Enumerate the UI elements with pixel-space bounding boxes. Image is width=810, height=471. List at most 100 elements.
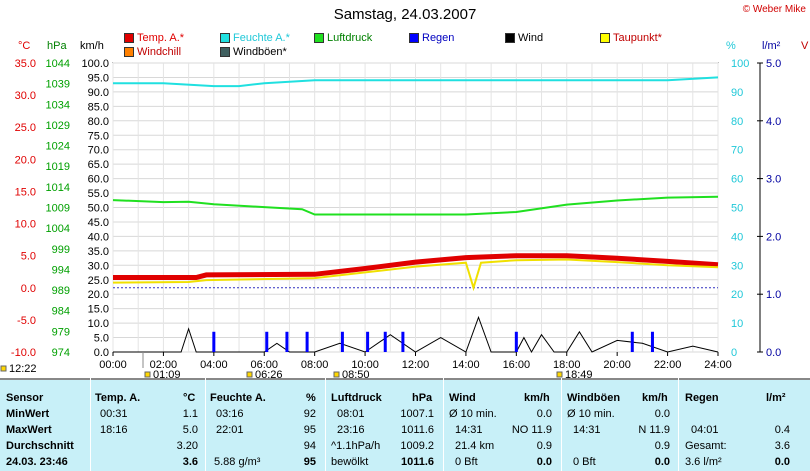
legend-label: Windböen*: [233, 46, 287, 58]
rain-bar: [340, 331, 344, 352]
temp-unit-cell: °C: [183, 392, 196, 404]
chart-series: [112, 76, 719, 354]
wind-max-time: 14:31: [455, 424, 483, 436]
wind-mean: 0.9: [536, 440, 552, 452]
wind-tick: 0.0: [94, 347, 109, 359]
hum-now: 95: [303, 456, 316, 468]
legend-wind: Wind: [505, 32, 543, 44]
humidity-tick: 100: [731, 58, 749, 70]
temp-max-time: 18:16: [100, 424, 128, 436]
marker-icon: [246, 371, 253, 378]
gust-avg-label: Ø 10 min.: [567, 408, 615, 420]
time-markers: 12:22 01:09 06:26 08:50 18:49: [0, 352, 593, 378]
legend-label: Taupunkt*: [613, 32, 662, 44]
hum-unit-cell: %: [306, 392, 316, 404]
rain-bar: [285, 331, 289, 352]
marker-label: 18:49: [565, 369, 593, 378]
press-max: 1011.6: [401, 424, 434, 436]
legend-label: Regen: [422, 32, 455, 44]
gust-header: Windböen: [567, 392, 621, 404]
temp-tick: 10.0: [15, 219, 36, 231]
legend-label: Windchill: [137, 46, 182, 58]
marker-icon: [556, 371, 563, 378]
pressure-tick: 1014: [46, 182, 70, 194]
x-tick: 20:00: [603, 359, 631, 371]
legend-swatch: [220, 47, 230, 57]
x-tick: 24:00: [704, 359, 732, 371]
temp-now: 3.6: [182, 456, 198, 468]
wind-tick: 70.0: [88, 145, 109, 157]
gust-bft: 0 Bft: [573, 456, 596, 468]
pressure-tick: 1029: [46, 120, 70, 132]
legend-swatch: [505, 33, 515, 43]
legend-swatch: [600, 33, 610, 43]
wind-tick: 75.0: [88, 130, 109, 142]
pressure-tick: 979: [52, 326, 70, 338]
gust-now: 0.0: [654, 456, 670, 468]
x-tick: 06:00: [250, 359, 278, 371]
wind-tick: 55.0: [88, 188, 109, 200]
row-label: Sensor: [6, 392, 44, 404]
x-tick: 12:00: [402, 359, 430, 371]
legend-windchill: Windchill: [124, 46, 181, 58]
right-unit: V: [801, 40, 809, 52]
hum-min: 92: [303, 408, 316, 420]
humidity-tick: 30: [731, 260, 743, 272]
press-min: 1007.1: [400, 408, 434, 420]
temp-tick: -5.0: [17, 315, 36, 327]
row-label: Durchschnitt: [6, 440, 74, 452]
wind-header: Wind: [449, 392, 476, 404]
x-tick: 18:00: [553, 359, 581, 371]
wind-tick: 20.0: [88, 289, 109, 301]
grid: [112, 62, 719, 353]
series-taupunkt: [112, 258, 719, 292]
wind-tick: 85.0: [88, 101, 109, 113]
col-divider: [205, 378, 206, 471]
x-tick: 22:00: [654, 359, 682, 371]
press-min-time: 08:01: [337, 408, 365, 420]
marker-label: 08:50: [342, 369, 370, 378]
legend-swatch: [220, 33, 230, 43]
pressure-tick: 984: [52, 306, 70, 318]
temp-header: Temp. A.: [95, 392, 141, 404]
hum-header: Feuchte A.: [210, 392, 266, 404]
temp-max: 5.0: [182, 424, 198, 436]
temp-min-time: 00:31: [100, 408, 128, 420]
x-tick: 10:00: [351, 359, 379, 371]
pressure-tick: 1019: [46, 161, 70, 173]
humidity-tick: 10: [731, 318, 743, 330]
wind-tick: 40.0: [88, 231, 109, 243]
temp-tick: 25.0: [15, 122, 36, 134]
rain-bar: [514, 331, 518, 352]
wind-tick: 80.0: [88, 116, 109, 128]
rain-tick: 2.0: [766, 231, 781, 243]
wind-tick: 30.0: [88, 260, 109, 272]
rain-bar: [265, 331, 269, 352]
legend-label: Feuchte A.*: [233, 32, 290, 44]
press-header: Luftdruck: [331, 392, 382, 404]
row-label: 24.03. 23:46: [6, 456, 68, 468]
col-divider: [325, 378, 326, 471]
hum-max: 95: [303, 424, 316, 436]
marker-icon: [144, 371, 151, 378]
pressure-tick: 1034: [46, 99, 70, 111]
wind-bft: 0 Bft: [455, 456, 478, 468]
x-tick: 00:00: [99, 359, 127, 371]
wind-tick: 60.0: [88, 174, 109, 186]
wind-tick: 15.0: [88, 304, 109, 316]
legend-swatch: [124, 33, 134, 43]
credit: © Weber Mike: [742, 4, 806, 15]
hum-avg: 94: [303, 440, 316, 452]
wind-now: 0.0: [536, 456, 552, 468]
wind-tick: 50.0: [88, 203, 109, 215]
series-wind: [113, 315, 719, 354]
temp-unit: °C: [18, 40, 31, 52]
hum-max-time: 22:01: [216, 424, 244, 436]
press-forecast: bewölkt: [331, 456, 369, 468]
temp-tick: 15.0: [15, 186, 36, 198]
press-now: 1011.6: [400, 456, 434, 468]
rain-unit-cell: l/m²: [766, 392, 786, 404]
table-divider: [0, 378, 810, 380]
pressure-tick: 1009: [46, 203, 70, 215]
x-tick: 08:00: [301, 359, 329, 371]
